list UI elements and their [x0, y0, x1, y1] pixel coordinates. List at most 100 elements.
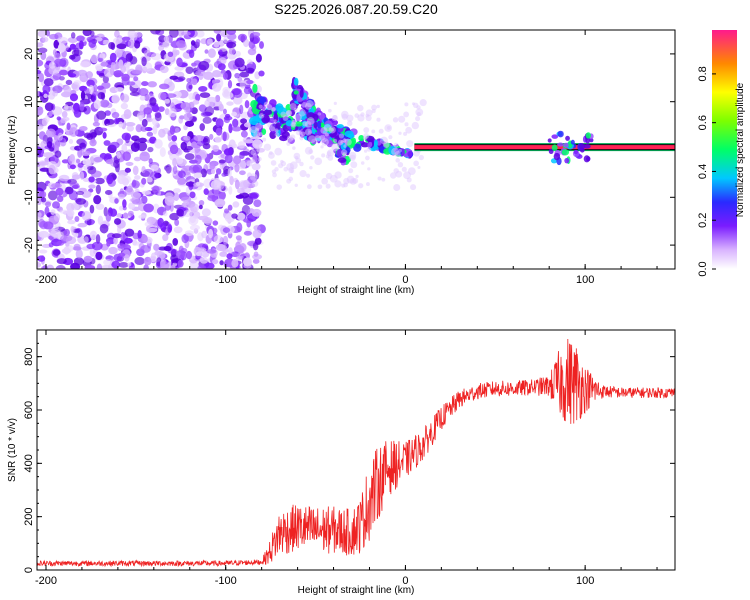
noise-blob: [132, 165, 139, 176]
halo-blob: [340, 110, 349, 119]
noise-blob: [137, 141, 148, 152]
noise-blob: [42, 36, 49, 43]
noise-blob: [133, 76, 139, 82]
halo-blob: [283, 166, 289, 172]
halo-blob: [278, 163, 284, 169]
noise-blob: [169, 30, 179, 38]
halo-blob: [406, 177, 412, 183]
noise-blob: [80, 71, 86, 78]
halo-blob: [371, 129, 376, 134]
noise-blob: [95, 203, 105, 210]
noise-blob: [52, 249, 61, 256]
y-tick-label: 0: [23, 567, 35, 573]
noise-blob: [92, 90, 99, 96]
halo-blob: [333, 138, 338, 143]
noise-blob: [120, 231, 126, 242]
noise-blob: [108, 246, 118, 255]
noise-blob: [193, 135, 205, 142]
noise-blob: [109, 52, 117, 63]
x-tick-label: -200: [35, 274, 57, 286]
noise-blob: [184, 153, 195, 161]
noise-blob: [93, 99, 101, 110]
noise-blob: [93, 156, 103, 163]
noise-blob: [118, 121, 124, 128]
noise-blob: [223, 72, 228, 80]
halo-blob: [343, 182, 348, 188]
halo-blob: [250, 158, 256, 164]
halo-blob: [392, 117, 399, 123]
noise-blob: [123, 237, 133, 244]
noise-blob: [117, 243, 126, 249]
halo-blob: [327, 108, 332, 113]
noise-blob: [222, 91, 234, 99]
noise-blob: [240, 130, 248, 138]
noise-blob: [258, 70, 265, 77]
halo-blob: [282, 115, 289, 121]
noise-blob: [194, 154, 202, 165]
noise-blob: [174, 66, 185, 71]
noise-blob: [215, 94, 221, 103]
noise-blob: [80, 149, 85, 156]
snr-x-label: Height of straight line (km): [298, 585, 415, 596]
colorbar-label: Normalized spectral amplitude: [735, 82, 746, 217]
noise-blob: [133, 156, 142, 162]
halo-blob: [365, 114, 372, 122]
halo-blob: [308, 149, 314, 154]
noise-blob: [203, 71, 214, 80]
noise-blob: [88, 184, 96, 189]
noise-blob: [37, 91, 40, 97]
noise-blob: [242, 257, 252, 267]
noise-blob: [212, 220, 219, 226]
noise-blob: [231, 126, 242, 132]
noise-blob: [95, 251, 103, 261]
noise-blob: [43, 93, 48, 99]
spectrogram-y-ticks: -20 -10 0 10 20: [23, 29, 675, 270]
noise-blob: [93, 195, 102, 205]
signal-blob: [564, 157, 570, 164]
noise-blob: [141, 195, 148, 204]
colorbar-tick-label: 0.4: [697, 164, 709, 179]
noise-blob: [85, 71, 94, 79]
noise-blob: [37, 262, 41, 268]
halo-blob: [360, 161, 365, 165]
halo-blob: [267, 122, 273, 128]
noise-blob: [177, 177, 187, 185]
noise-blob: [189, 224, 200, 231]
noise-blob: [90, 170, 102, 178]
noise-blob: [118, 193, 125, 200]
noise-blob: [88, 39, 97, 48]
noise-blob: [181, 233, 189, 244]
noise-blob: [114, 49, 123, 58]
halo-blob: [300, 131, 306, 137]
noise-blob: [48, 110, 53, 117]
noise-blob: [44, 102, 54, 112]
halo-blob: [314, 157, 323, 166]
noise-blob: [231, 259, 239, 268]
halo-blob: [286, 178, 292, 184]
noise-blob: [122, 212, 129, 219]
noise-blob: [54, 52, 62, 59]
noise-blob: [210, 179, 221, 190]
halo-blob: [331, 143, 340, 152]
signal-blob: [360, 142, 370, 148]
noise-blob: [58, 174, 70, 182]
halo-blob: [288, 167, 295, 174]
halo-blob: [309, 166, 313, 170]
noise-blob: [194, 145, 201, 154]
noise-blob: [108, 41, 115, 50]
noise-blob: [185, 66, 194, 75]
halo-blob: [366, 147, 372, 152]
halo-blob: [393, 142, 399, 148]
snr-x-ticks: -200 -100 0 100: [35, 330, 658, 587]
noise-blob: [84, 264, 96, 269]
noise-blob: [48, 164, 56, 175]
signal-blob: [589, 138, 594, 143]
noise-blob: [231, 213, 238, 219]
halo-blob: [343, 144, 347, 148]
noise-blob: [124, 254, 130, 262]
halo-blob: [406, 140, 414, 148]
noise-blob: [167, 224, 173, 233]
halo-blob: [310, 155, 315, 160]
noise-blob: [164, 98, 171, 104]
noise-blob: [121, 132, 132, 141]
